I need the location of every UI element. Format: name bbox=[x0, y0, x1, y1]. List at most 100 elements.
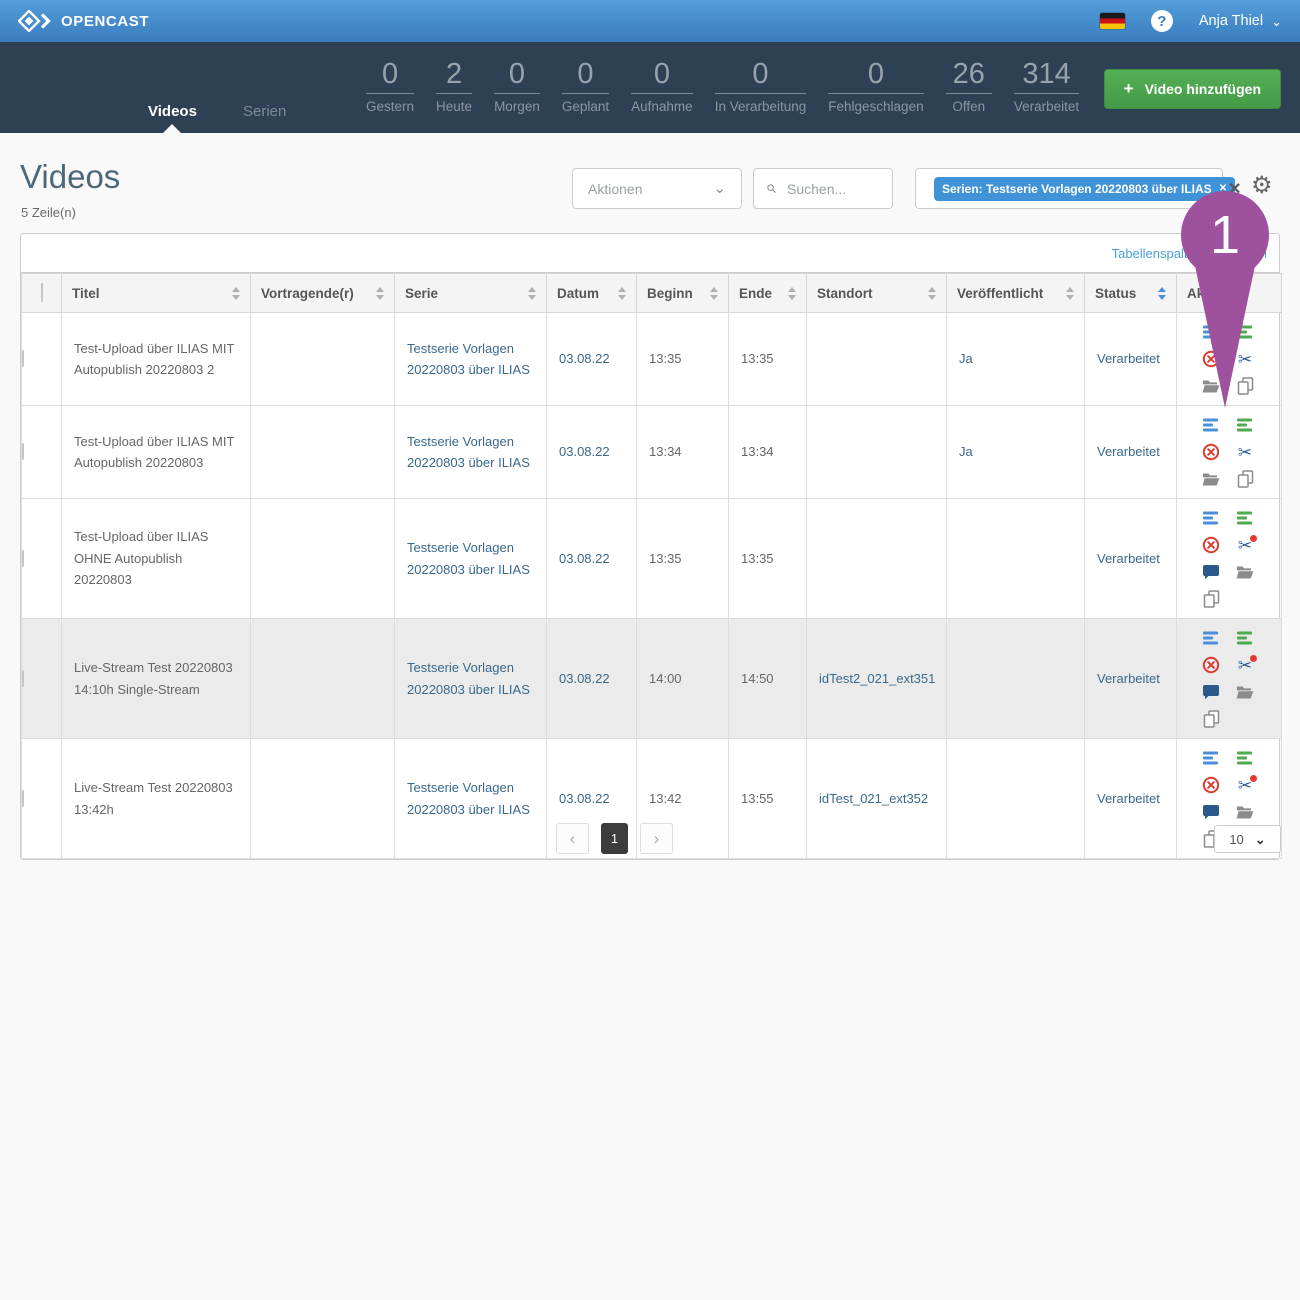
comments-icon[interactable] bbox=[1202, 563, 1220, 581]
event-details-icon[interactable] bbox=[1202, 629, 1220, 647]
assets-folder-icon[interactable] bbox=[1236, 803, 1254, 821]
stat-aufnahme[interactable]: 0 Aufnahme bbox=[631, 58, 693, 114]
date-link[interactable]: 03.08.22 bbox=[559, 444, 610, 460]
prev-page-button[interactable]: ‹ bbox=[556, 823, 589, 854]
assets-folder-icon[interactable] bbox=[1236, 683, 1254, 701]
video-editor-alert-icon[interactable]: ✂ bbox=[1236, 655, 1257, 674]
tab-serien[interactable]: Serien bbox=[243, 103, 287, 120]
date-link[interactable]: 03.08.22 bbox=[559, 550, 610, 566]
status-link[interactable]: Verarbeitet bbox=[1097, 550, 1160, 566]
help-icon[interactable]: ? bbox=[1150, 10, 1173, 32]
sort-icon[interactable] bbox=[618, 286, 626, 300]
delete-icon[interactable] bbox=[1202, 350, 1220, 368]
sort-icon[interactable] bbox=[710, 286, 718, 300]
stat-in-verarbeitung[interactable]: 0 In Verarbeitung bbox=[714, 58, 807, 114]
series-link[interactable]: Testserie Vorlagen 20220803 über ILIAS bbox=[407, 340, 530, 377]
sort-icon[interactable] bbox=[928, 286, 936, 300]
column-header-start[interactable]: Beginn bbox=[636, 273, 729, 313]
publications-icon[interactable] bbox=[1236, 416, 1254, 434]
publications-icon[interactable] bbox=[1236, 323, 1254, 341]
search-box[interactable] bbox=[753, 168, 893, 209]
event-details-icon[interactable] bbox=[1202, 509, 1220, 527]
column-header-status[interactable]: Status bbox=[1084, 273, 1177, 313]
user-menu[interactable]: Anja Thiel ⌄ bbox=[1199, 13, 1282, 29]
assets-folder-icon[interactable] bbox=[1236, 563, 1254, 581]
assets-folder-icon[interactable] bbox=[1202, 377, 1220, 395]
duplicate-icon[interactable] bbox=[1202, 710, 1220, 728]
sort-icon[interactable] bbox=[528, 286, 536, 300]
row-checkbox[interactable] bbox=[22, 350, 24, 368]
location-link[interactable]: idTest2_021_ext351 bbox=[819, 670, 936, 686]
video-editor-alert-icon[interactable]: ✂ bbox=[1236, 775, 1257, 794]
edit-columns-link[interactable]: Tabellenspalten bearbeiten bbox=[1111, 245, 1267, 261]
publications-icon[interactable] bbox=[1236, 629, 1254, 647]
date-link[interactable]: 03.08.22 bbox=[559, 670, 610, 686]
sort-icon[interactable] bbox=[376, 286, 384, 300]
row-checkbox[interactable] bbox=[22, 789, 24, 807]
series-link[interactable]: Testserie Vorlagen 20220803 über ILIAS bbox=[407, 433, 530, 470]
delete-icon[interactable] bbox=[1202, 656, 1220, 674]
stat-gestern[interactable]: 0 Gestern bbox=[366, 58, 415, 114]
sort-icon[interactable] bbox=[788, 286, 796, 300]
duplicate-icon[interactable] bbox=[1202, 590, 1220, 608]
column-header-series[interactable]: Serie bbox=[394, 273, 547, 313]
series-link[interactable]: Testserie Vorlagen 20220803 über ILIAS bbox=[407, 540, 530, 577]
delete-icon[interactable] bbox=[1202, 776, 1220, 794]
filter-settings-gear-icon[interactable]: ⚙ bbox=[1251, 172, 1273, 199]
status-link[interactable]: Verarbeitet bbox=[1097, 444, 1160, 460]
assets-folder-icon[interactable] bbox=[1202, 470, 1220, 488]
sort-icon[interactable] bbox=[232, 286, 240, 300]
column-header-date[interactable]: Datum bbox=[546, 273, 637, 313]
sort-icon[interactable] bbox=[1158, 286, 1166, 300]
search-input[interactable] bbox=[785, 179, 879, 198]
clear-filters-icon[interactable]: ✕ bbox=[1228, 181, 1242, 198]
date-link[interactable]: 03.08.22 bbox=[559, 351, 610, 367]
status-link[interactable]: Verarbeitet bbox=[1097, 351, 1160, 367]
series-link[interactable]: Testserie Vorlagen 20220803 über ILIAS bbox=[407, 780, 530, 817]
next-page-button[interactable]: › bbox=[640, 823, 673, 854]
date-link[interactable]: 03.08.22 bbox=[559, 790, 610, 806]
current-page-button[interactable]: 1 bbox=[601, 823, 628, 854]
add-video-button[interactable]: + Video hinzufügen bbox=[1103, 69, 1281, 109]
column-header-presenter[interactable]: Vortragende(r) bbox=[250, 273, 395, 313]
row-checkbox[interactable] bbox=[22, 549, 24, 567]
video-editor-alert-icon[interactable]: ✂ bbox=[1236, 535, 1257, 554]
row-checkbox[interactable] bbox=[22, 669, 24, 687]
stat-offen[interactable]: 26 Offen bbox=[945, 58, 992, 114]
language-flag-german[interactable] bbox=[1099, 13, 1125, 29]
column-header-end[interactable]: Ende bbox=[728, 273, 807, 313]
location-link[interactable]: idTest_021_ext352 bbox=[819, 790, 929, 806]
publications-icon[interactable] bbox=[1236, 749, 1254, 767]
series-link[interactable]: Testserie Vorlagen 20220803 über ILIAS bbox=[407, 660, 530, 697]
comments-icon[interactable] bbox=[1202, 683, 1220, 701]
sort-icon[interactable] bbox=[1066, 286, 1074, 300]
stat-heute[interactable]: 2 Heute bbox=[436, 58, 473, 114]
row-checkbox[interactable] bbox=[22, 443, 24, 461]
stat-geplant[interactable]: 0 Geplant bbox=[561, 58, 610, 114]
publications-icon[interactable] bbox=[1236, 509, 1254, 527]
column-header-published[interactable]: Veröffentlicht bbox=[946, 273, 1085, 313]
column-header-actions[interactable]: Aktionen bbox=[1176, 273, 1282, 313]
event-details-icon[interactable] bbox=[1202, 749, 1220, 767]
column-header-location[interactable]: Standort bbox=[806, 273, 947, 313]
select-all-checkbox[interactable] bbox=[40, 283, 43, 302]
event-details-icon[interactable] bbox=[1202, 416, 1220, 434]
comments-icon[interactable] bbox=[1202, 803, 1220, 821]
column-header-title[interactable]: Titel bbox=[61, 273, 251, 313]
video-editor-icon[interactable]: ✂ bbox=[1237, 442, 1253, 462]
status-link[interactable]: Verarbeitet bbox=[1097, 790, 1160, 806]
stat-verarbeitet[interactable]: 314 Verarbeitet bbox=[1013, 58, 1080, 114]
actions-dropdown[interactable]: Aktionen ⌄ bbox=[572, 168, 742, 209]
duplicate-icon[interactable] bbox=[1236, 377, 1254, 395]
tab-videos[interactable]: Videos bbox=[148, 103, 197, 120]
filter-chip-series[interactable]: Serien: Testserie Vorlagen 20220803 über… bbox=[934, 176, 1236, 201]
duplicate-icon[interactable] bbox=[1236, 470, 1254, 488]
chip-close-icon[interactable]: ✕ bbox=[1218, 183, 1228, 194]
page-size-select[interactable]: 10 ⌄ bbox=[1214, 825, 1281, 853]
delete-icon[interactable] bbox=[1202, 536, 1220, 554]
stat-fehlgeschlagen[interactable]: 0 Fehlgeschlagen bbox=[828, 58, 924, 114]
video-editor-icon[interactable]: ✂ bbox=[1237, 349, 1253, 369]
stat-morgen[interactable]: 0 Morgen bbox=[494, 58, 540, 114]
delete-icon[interactable] bbox=[1202, 443, 1220, 461]
event-details-icon[interactable] bbox=[1202, 323, 1220, 341]
